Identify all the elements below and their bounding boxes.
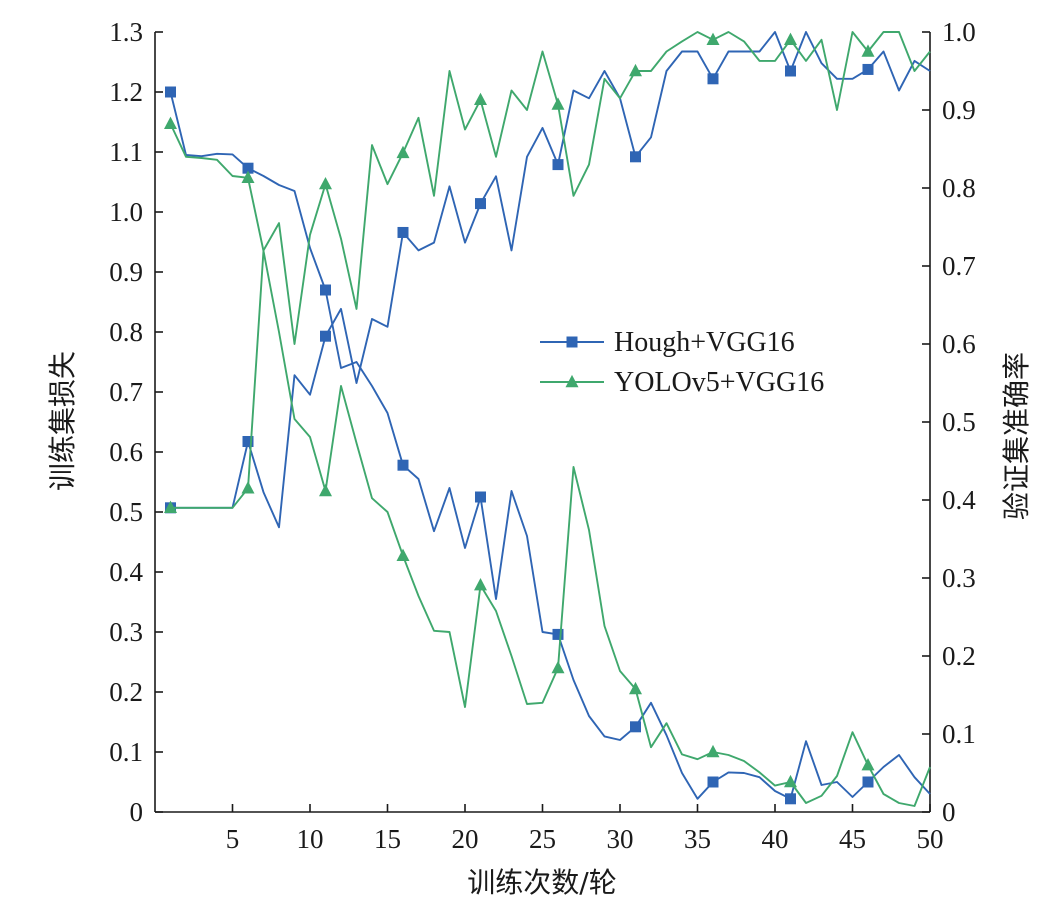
hough-vgg16-accuracy-point — [552, 159, 564, 171]
hough-vgg16-accuracy-point — [630, 151, 641, 163]
hough-vgg16-loss-point — [630, 721, 641, 733]
hough-vgg16-accuracy-point — [320, 330, 331, 342]
y-left-axis-title: 训练集损失 — [46, 351, 79, 491]
x-tick-label: 10 — [297, 824, 324, 854]
legend-swatch-marker — [566, 336, 578, 348]
yolov5-vgg16-loss-point — [474, 578, 487, 591]
yolov5-vgg16-accuracy-point — [551, 97, 565, 110]
hough-vgg16-loss-point — [707, 776, 719, 788]
y-right-tick-label: 0.6 — [942, 329, 976, 359]
yolov5-vgg16-accuracy-line — [170, 31, 931, 509]
y-left-tick-label: 1.3 — [109, 17, 143, 47]
y-left-tick-label: 1.1 — [109, 137, 143, 167]
yolov5-vgg16-loss-point — [784, 774, 797, 788]
x-tick-label: 15 — [374, 824, 401, 854]
hough-vgg16-loss-point — [552, 628, 564, 640]
yolov5-vgg16-accuracy-point — [241, 481, 255, 494]
hough-vgg16-accuracy-point — [475, 198, 486, 210]
legend: Hough+VGG16 YOLOv5+VGG16 — [540, 327, 824, 398]
hough-vgg16-accuracy-point — [785, 65, 796, 77]
y-right-tick-label: 0.7 — [942, 251, 976, 281]
x-tick-label: 40 — [762, 824, 789, 854]
yolov5-vgg16-accuracy-point — [164, 500, 177, 513]
hough-vgg16-accuracy-point — [397, 226, 409, 238]
yolov5-vgg16-accuracy-point — [629, 63, 642, 77]
hough-vgg16-loss-point — [320, 284, 331, 296]
legend-swatch-marker — [565, 374, 579, 388]
y-left-tick-label: 0.6 — [109, 437, 143, 467]
yolov5-vgg16-accuracy-point — [861, 44, 875, 57]
y-left-tick-label: 0.3 — [109, 617, 143, 647]
x-tick-label: 50 — [917, 824, 944, 854]
yolov5-vgg16-loss-point — [396, 548, 410, 561]
x-tick-label: 25 — [529, 824, 556, 854]
y-right-tick-label: 0 — [942, 797, 956, 827]
legend-label: Hough+VGG16 — [614, 327, 795, 358]
y-left-tick-label: 1.0 — [109, 197, 143, 227]
hough-vgg16-loss-point — [165, 86, 176, 98]
hough-vgg16-accuracy-point — [862, 63, 874, 75]
y-left-tick-label: 0.1 — [109, 737, 143, 767]
hough-vgg16-loss-point — [397, 459, 409, 471]
y-right-axis-title: 验证集准确率 — [1000, 352, 1033, 520]
y-left-tick-label: 0 — [130, 797, 144, 827]
hough-vgg16-loss-point — [862, 776, 874, 788]
y-left-tick-label: 0.5 — [109, 497, 143, 527]
y-left-tick-label: 0.9 — [109, 257, 143, 287]
hough-vgg16-accuracy-line — [170, 31, 931, 529]
yolov5-vgg16-loss-point — [551, 660, 565, 674]
y-right-tick-label: 0.9 — [942, 95, 976, 125]
y-right-tick-label: 1.0 — [942, 17, 976, 47]
y-left-tick-label: 1.2 — [109, 77, 143, 107]
legend-label: YOLOv5+VGG16 — [614, 367, 824, 398]
yolov5-vgg16-accuracy-point — [319, 176, 332, 190]
yolov5-vgg16-loss-point — [319, 483, 332, 497]
y-left-tick-label: 0.4 — [109, 557, 143, 587]
x-tick-label: 20 — [452, 824, 479, 854]
yolov5-vgg16-loss-point — [241, 170, 255, 183]
yolov5-vgg16-accuracy-point — [784, 32, 797, 45]
x-tick-label: 5 — [226, 824, 240, 854]
legend-item: YOLOv5+VGG16 — [540, 367, 824, 398]
yolov5-vgg16-loss-point — [706, 744, 720, 758]
yolov5-vgg16-accuracy-point — [706, 32, 720, 45]
yolov5-vgg16-accuracy-point — [396, 145, 410, 159]
yolov5-vgg16-loss-point — [164, 116, 177, 129]
x-tick-label: 30 — [607, 824, 634, 854]
x-tick-label: 45 — [839, 824, 866, 854]
hough-vgg16-loss-point — [785, 793, 796, 805]
series-layer — [164, 31, 931, 807]
y-right-tick-label: 0.1 — [942, 719, 976, 749]
yolov5-vgg16-loss-line — [169, 123, 931, 807]
hough-vgg16-accuracy-point — [242, 436, 254, 447]
y-right-tick-label: 0.3 — [942, 563, 976, 593]
y-left-tick-label: 0.7 — [109, 377, 143, 407]
hough-vgg16-loss-point — [475, 491, 486, 503]
x-axis-title: 训练次数/轮 — [467, 866, 616, 899]
x-tick-label: 35 — [684, 824, 711, 854]
legend-item: Hough+VGG16 — [540, 327, 795, 358]
hough-vgg16-accuracy-point — [707, 73, 719, 85]
y-right-tick-label: 0.5 — [942, 407, 976, 437]
yolov5-vgg16-accuracy-point — [474, 92, 487, 106]
yolov5-vgg16-loss-point — [861, 758, 875, 771]
axes-layer: 5 10 15 20 25 30 35 40 45 5000.10.20.30.40.50.60.… — [109, 17, 976, 854]
y-left-tick-label: 0.2 — [109, 677, 143, 707]
yolov5-vgg16-loss-point — [629, 681, 642, 695]
y-right-tick-label: 0.8 — [942, 173, 976, 203]
series-hough-vgg16 — [165, 31, 931, 805]
y-left-tick-label: 0.8 — [109, 317, 143, 347]
y-right-tick-label: 0.2 — [942, 641, 976, 671]
hough-vgg16-loss-line — [169, 91, 931, 800]
hough-vgg16-loss-point — [242, 162, 254, 174]
y-right-tick-label: 0.4 — [942, 485, 976, 515]
series-yolov5-vgg16 — [164, 31, 931, 807]
